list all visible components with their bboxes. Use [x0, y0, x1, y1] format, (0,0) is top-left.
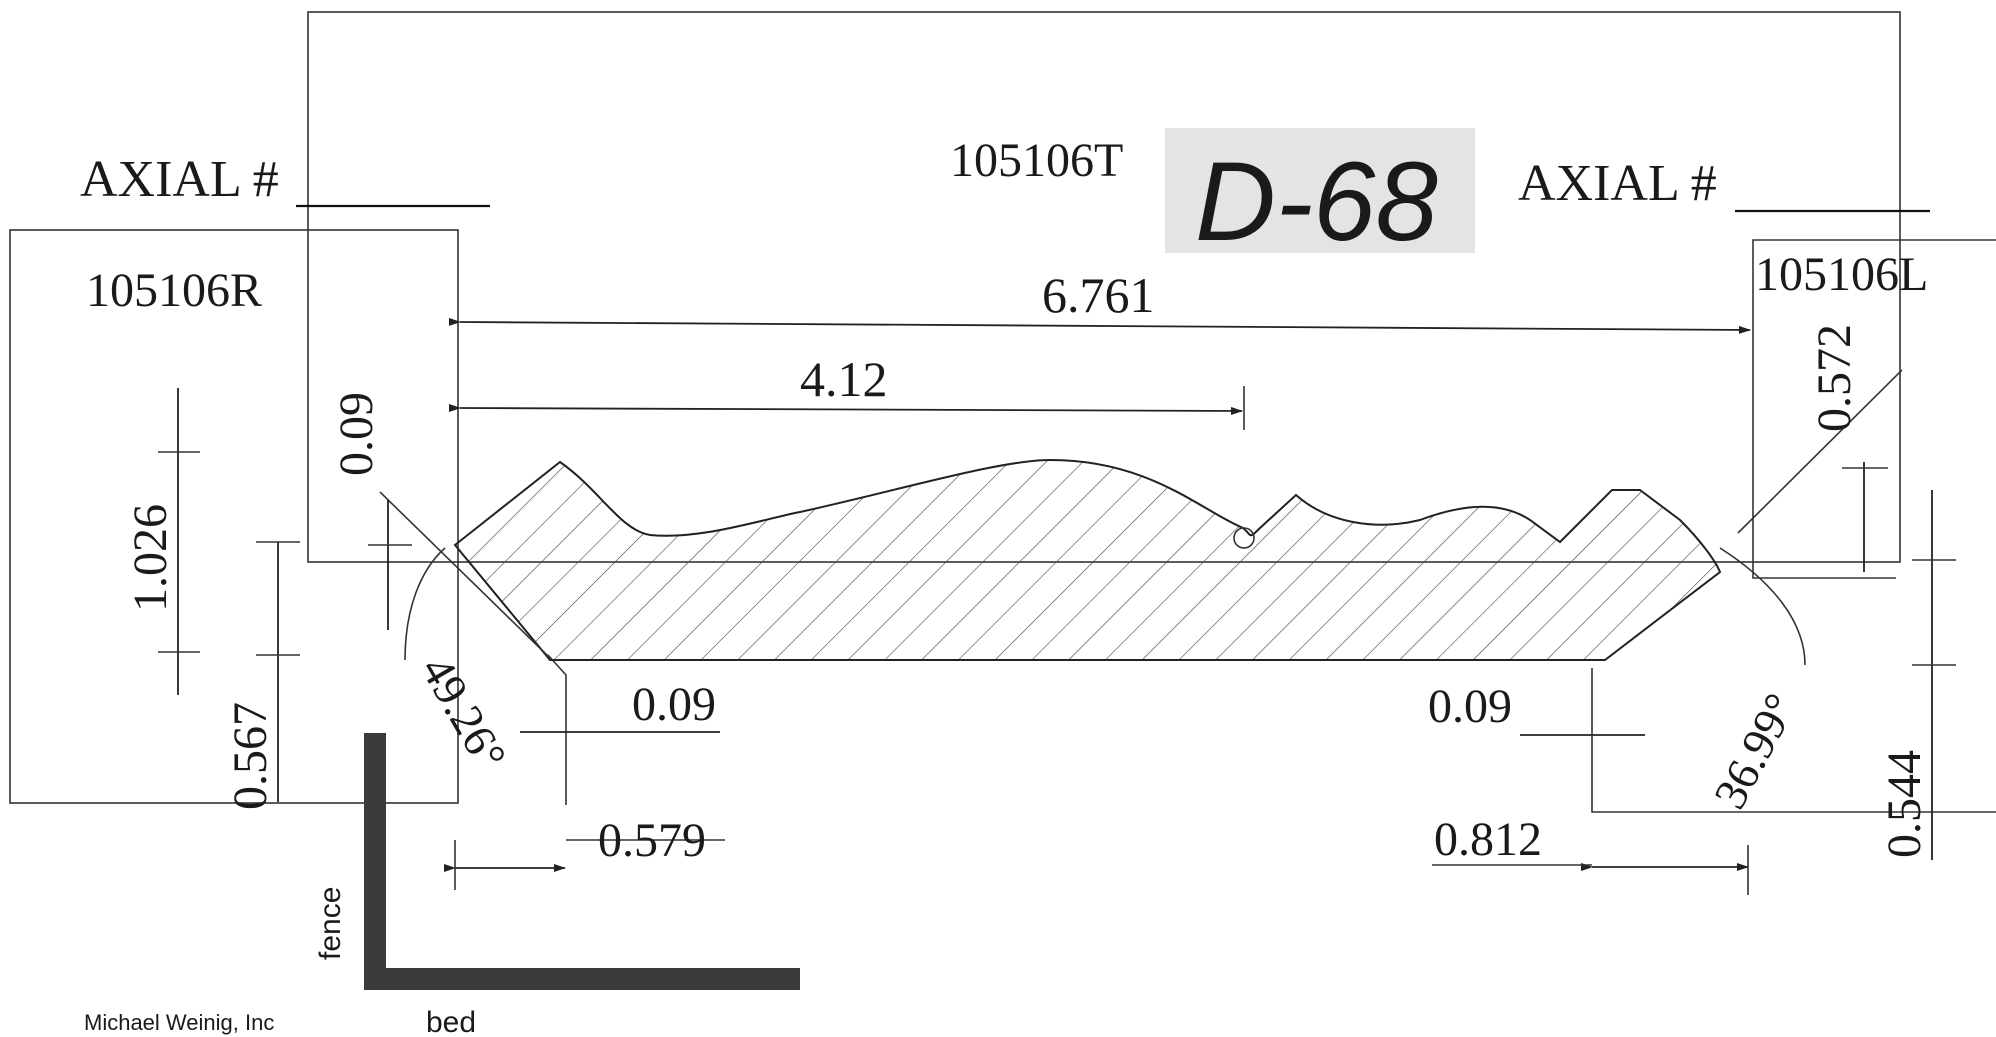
- right-cutting-arc: [1719, 547, 1806, 666]
- dim-overall-width: 6.761: [1042, 267, 1155, 323]
- dim-left-offset: 0.567: [224, 702, 277, 810]
- left-head-frame: [9, 229, 459, 804]
- head-right-label: 105106L: [1755, 248, 1928, 301]
- bed-bar: [364, 968, 800, 990]
- dim-left-bottom-relief: 0.09: [632, 678, 716, 731]
- dim-line-overall: [448, 317, 1751, 334]
- fence-label: fence: [314, 887, 347, 960]
- dim-left-angle: 49.26°: [411, 648, 516, 779]
- company-label: Michael Weinig, Inc: [84, 1010, 274, 1035]
- axial-right-label: AXIAL #: [1518, 155, 1717, 212]
- head-top-label: 105106T: [950, 134, 1123, 187]
- left-cutting-arc: [404, 547, 446, 661]
- dim-right-bottom-relief: 0.09: [1428, 680, 1512, 733]
- dim-line-bead: [448, 403, 1243, 415]
- dim-right-offset: 0.544: [1878, 750, 1931, 858]
- molding-profile: [453, 458, 1722, 661]
- left-bottom-knife: [547, 654, 567, 805]
- axial-left-label: AXIAL #: [80, 151, 279, 208]
- right-head-frame: [1752, 239, 1996, 579]
- handwritten-part-number: D-68: [1195, 139, 1438, 264]
- dim-left-height: 1.026: [124, 504, 177, 612]
- bead-circle: [1233, 527, 1255, 549]
- dim-right-top-height: 0.572: [1808, 324, 1861, 432]
- dim-left-bottom-width: 0.579: [598, 814, 706, 867]
- dim-to-bead: 4.12: [800, 351, 888, 407]
- left-angle-line: [379, 491, 551, 659]
- dim-left-top-relief: 0.09: [330, 392, 383, 476]
- right-angle-line: [1737, 369, 1903, 534]
- dim-right-angle: 36.99°: [1704, 685, 1806, 817]
- head-left-label: 105106R: [86, 264, 262, 317]
- right-bottom-frame: [1591, 668, 1996, 813]
- dim-right-bottom-width: 0.812: [1434, 813, 1542, 866]
- bed-label: bed: [426, 1006, 476, 1037]
- fence-bar: [364, 733, 386, 990]
- handwritten-tag-background: [1165, 128, 1475, 253]
